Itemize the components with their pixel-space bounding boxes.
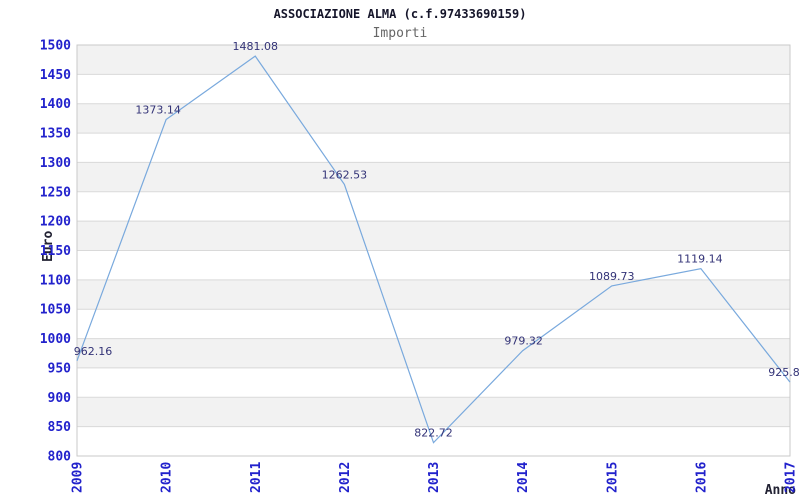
plot-band xyxy=(77,45,790,75)
y-tick-label: 850 xyxy=(48,420,72,435)
importi-series-line xyxy=(76,55,791,444)
plot-band xyxy=(77,397,790,427)
y-tick-label: 1100 xyxy=(40,273,71,288)
plot-band xyxy=(77,162,790,192)
y-tick-label: 1000 xyxy=(40,332,71,347)
x-axis-title: Anno xyxy=(764,483,796,498)
x-tick-label: 2011 xyxy=(249,462,264,493)
point-value-label: 1481.08 xyxy=(233,40,279,53)
point-value-label: 1119.14 xyxy=(677,253,723,266)
point-value-label: 822.72 xyxy=(414,427,453,440)
plot-border xyxy=(76,44,791,457)
y-tick-label: 1350 xyxy=(40,127,71,142)
plot-band xyxy=(77,338,790,368)
y-tick-label: 1150 xyxy=(40,244,71,259)
point-value-label: 1262.53 xyxy=(322,168,368,181)
y-tick-label: 1050 xyxy=(40,303,71,318)
y-tick-label: 800 xyxy=(48,450,72,465)
x-tick-label: 2012 xyxy=(338,462,353,493)
point-value-label: 962.16 xyxy=(74,345,113,358)
x-tick-label: 2017 xyxy=(784,462,799,493)
y-tick-label: 1450 xyxy=(40,68,71,83)
chart-title: ASSOCIAZIONE ALMA (c.f.97433690159) xyxy=(273,7,527,21)
x-tick-label: 2010 xyxy=(160,462,175,493)
plot-band xyxy=(77,103,790,134)
point-value-label: 925.8 xyxy=(768,366,800,379)
plot-band xyxy=(77,279,790,310)
x-tick-label: 2016 xyxy=(694,462,709,493)
x-tick-label: 2014 xyxy=(516,462,531,493)
y-tick-label: 900 xyxy=(48,391,72,406)
y-tick-label: 1200 xyxy=(40,215,71,230)
plot-band xyxy=(77,221,790,251)
x-tick-label: 2013 xyxy=(427,462,442,493)
y-tick-label: 1250 xyxy=(40,185,71,200)
chart-subtitle: Importi xyxy=(372,26,428,41)
y-tick-label: 1300 xyxy=(40,156,71,171)
y-tick-label: 1500 xyxy=(40,39,71,54)
point-value-label: 979.32 xyxy=(504,335,543,348)
x-tick-label: 2009 xyxy=(71,462,86,493)
y-tick-label: 950 xyxy=(48,361,72,376)
point-value-label: 1373.14 xyxy=(135,103,181,116)
point-value-label: 1089.73 xyxy=(589,270,635,283)
y-tick-label: 1400 xyxy=(40,97,71,112)
x-tick-label: 2015 xyxy=(605,462,620,493)
